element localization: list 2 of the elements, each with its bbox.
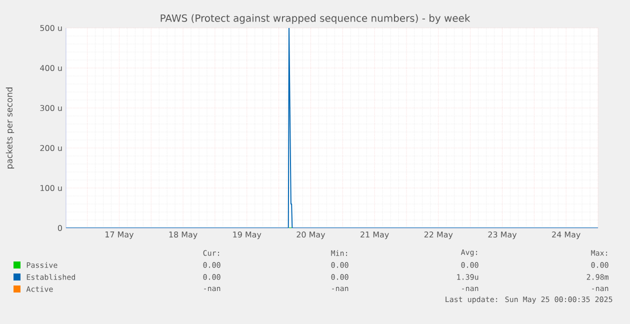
y-axis-title: packets per second (6, 88, 14, 168)
chart-title: PAWS (Protect against wrapped sequence numbers) - by week (160, 14, 470, 24)
